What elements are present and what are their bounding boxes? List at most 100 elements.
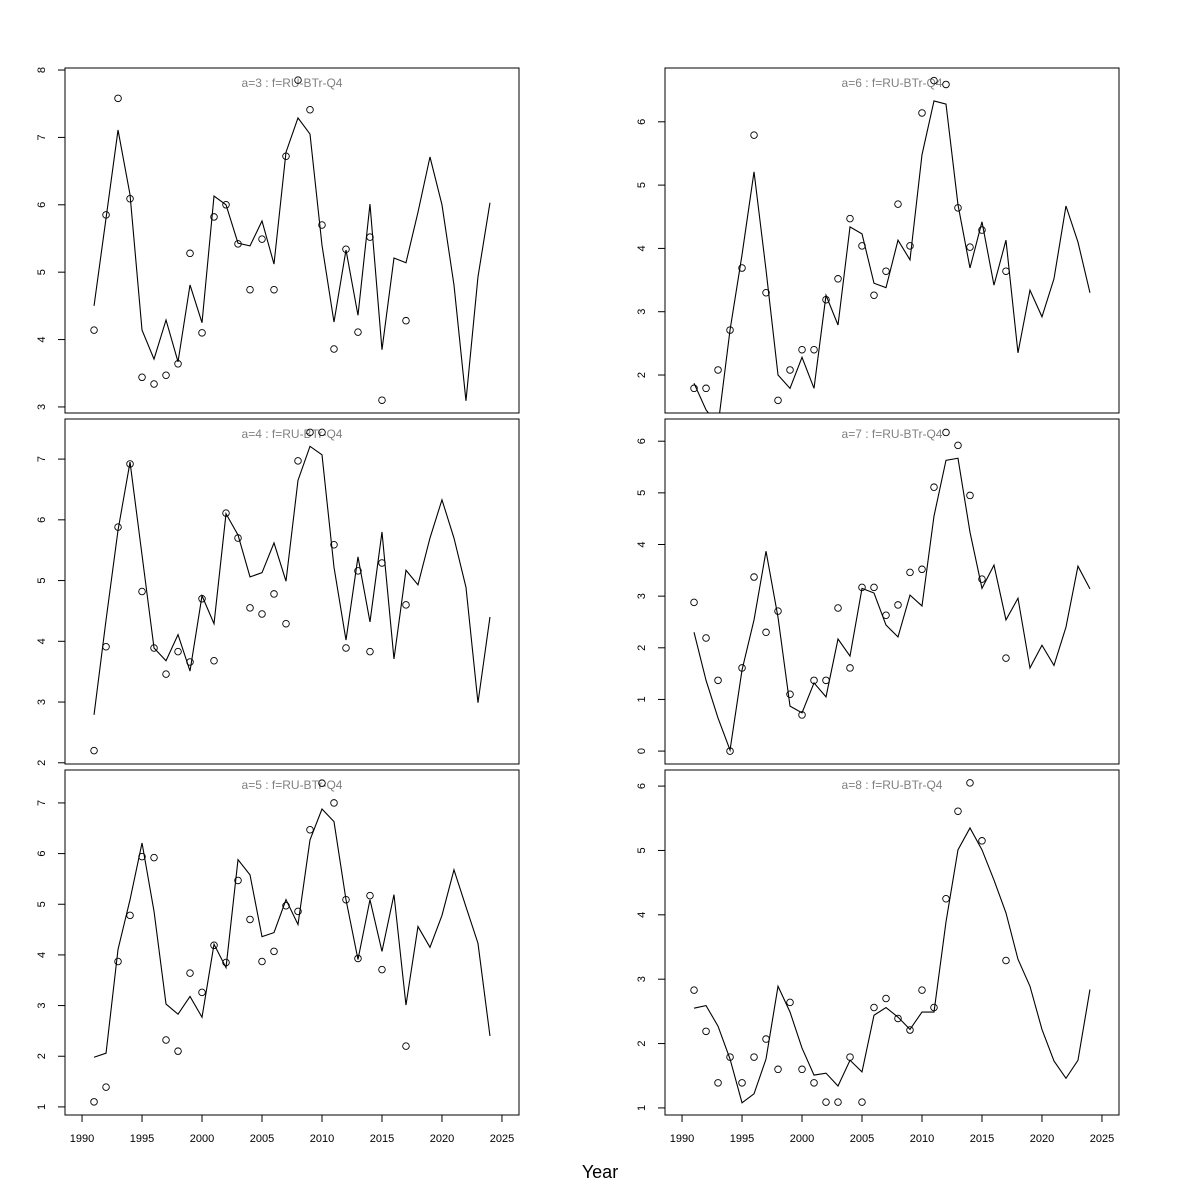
observed-point [90,746,98,755]
observed-point [174,360,182,368]
observed-point [282,619,290,628]
fitted-line [93,807,491,1058]
y-tick-label: 6 [36,851,48,857]
observed-point [810,1079,818,1087]
y-tick-label: 8 [36,67,48,73]
panel-title: a=8 : f=RU-BTr-Q4 [842,778,943,792]
observed-point [234,240,242,248]
observed-point [726,1053,734,1061]
observed-point [378,559,386,567]
observed-point [822,1098,830,1106]
observed-point [954,441,962,450]
observed-point [714,366,722,374]
fitted-line [693,100,1091,413]
y-tick-label: 3 [36,699,48,705]
plot-area [90,779,491,1106]
y-tick-label: 3 [36,404,48,410]
x-axis-label: Year [582,1162,618,1182]
observed-point [330,799,338,807]
observed-point [978,575,986,583]
observed-point [930,1003,938,1012]
observed-point [774,607,782,615]
x-tick-label: 1995 [130,1133,154,1145]
observed-point [690,384,698,393]
observed-point [810,676,818,685]
observed-point [162,1036,170,1044]
y-tick-label: 4 [636,912,648,918]
y-tick-label: 4 [36,336,48,342]
y-tick-label: 3 [636,309,648,315]
panel-frame [664,418,1120,765]
observed-point [894,601,902,609]
observed-point [702,384,710,393]
observed-point [882,611,890,620]
y-tick-label: 5 [36,269,48,275]
observed-point [366,233,374,241]
panel-title: a=5 : f=RU-BTr-Q4 [242,778,343,792]
x-tick-label: 2020 [1030,1133,1054,1145]
observed-point [306,106,314,114]
observed-point [90,1098,98,1106]
x-tick-label: 2005 [250,1133,274,1145]
observed-point [918,565,926,574]
x-tick-label: 2025 [1090,1133,1114,1145]
observed-point [258,235,266,243]
observed-point [210,656,218,665]
observed-point [138,852,146,861]
x-tick-label: 2015 [970,1133,994,1145]
observed-point [198,595,206,603]
y-tick-label: 6 [636,438,648,444]
x-tick-label: 2000 [790,1133,814,1145]
observed-point [906,568,914,577]
observed-point [786,998,794,1007]
observed-point [882,267,890,275]
panel-frame [64,418,520,765]
observed-point [342,245,350,254]
observed-point [186,658,194,666]
observed-point [270,947,278,956]
observed-point [234,534,242,542]
observed-point [138,587,146,596]
observed-point [378,396,386,404]
observed-point [726,326,734,334]
y-tick-label: 5 [636,847,648,853]
y-tick-label: 1 [636,696,648,702]
observed-point [318,779,326,787]
panel-frame [64,67,520,414]
observed-point [294,907,302,916]
observed-point [234,876,242,885]
observed-point [858,583,866,592]
observed-point [906,1026,914,1034]
y-tick-label: 4 [636,245,648,251]
observed-point [822,676,830,685]
y-tick-label: 6 [36,517,48,523]
fitted-line [93,116,491,401]
plot-area [690,428,1091,755]
observed-point [246,285,254,294]
observed-point [966,779,974,787]
observed-point [822,295,830,304]
observed-point [102,1083,110,1091]
observed-point [846,214,854,223]
y-tick-label: 6 [36,202,48,208]
y-tick-label: 7 [36,456,48,462]
panel-title: a=3 : f=RU-BTr-Q4 [242,76,343,90]
observed-point [714,1079,722,1087]
observed-point [294,457,302,465]
observed-point [798,1065,806,1074]
observed-point [930,76,938,85]
observed-point [282,152,290,161]
observed-point [1002,267,1010,275]
observed-point [402,316,410,325]
y-tick-label: 3 [636,976,648,982]
panel-title: a=7 : f=RU-BTr-Q4 [842,427,943,441]
panel-frame [64,769,520,1116]
observed-point [102,211,110,219]
observed-point [690,986,698,994]
observed-point [126,460,134,468]
observed-point [270,285,278,294]
observed-point [210,213,218,221]
x-tick-label: 1990 [670,1133,694,1145]
y-tick-label: 5 [636,490,648,496]
y-tick-label: 4 [36,952,48,958]
